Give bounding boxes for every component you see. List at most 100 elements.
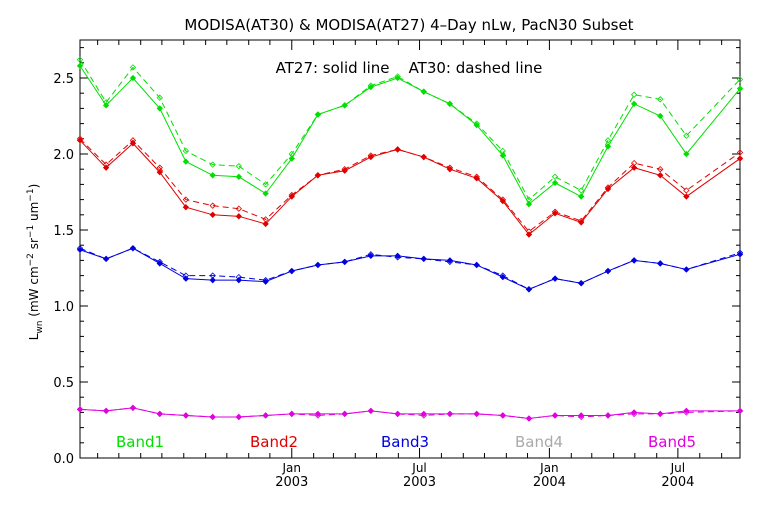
data-point-band1-dashed — [182, 147, 190, 155]
data-point-band2-solid — [235, 213, 242, 220]
data-point-band1-dashed — [262, 181, 269, 188]
data-point-band2-dashed — [262, 216, 269, 223]
data-point-band3-solid — [551, 275, 559, 282]
data-point-band2-solid — [156, 169, 163, 176]
data-point-band2-dashed — [156, 164, 163, 171]
data-point-band5-dashed — [736, 407, 744, 415]
ylabel-units-c: um — [27, 202, 41, 225]
data-point-band5-dashed — [235, 413, 242, 421]
data-point-band1-dashed — [499, 147, 506, 155]
data-point-band1-dashed — [525, 196, 533, 203]
data-point-band5-dashed — [683, 409, 690, 416]
chart-annotation: AT27: solid line AT30: dashed line — [276, 59, 543, 77]
data-point-band5-dashed — [102, 407, 110, 415]
legend-label-band3: Band3 — [381, 433, 429, 451]
series-line-band3-solid — [79, 247, 741, 290]
data-point-band2-solid — [262, 220, 269, 228]
data-point-band1-dashed — [394, 73, 401, 80]
x-tick-year: 2003 — [275, 475, 308, 490]
y-tick-label: 2.5 — [53, 72, 74, 87]
legend-label-band1: Band1 — [116, 433, 164, 451]
chart-title: MODISA(AT30) & MODISA(AT27) 4–Day nLw, P… — [184, 16, 633, 34]
data-point-band1-solid — [630, 100, 638, 108]
data-point-band2-dashed — [473, 173, 480, 180]
data-point-band3-dashed — [156, 258, 163, 266]
plot-area: 0.00.51.01.52.02.5Jan2003Jul2003Jan2004J… — [53, 39, 744, 490]
legend-label-band2: Band2 — [250, 433, 298, 451]
series-line-band2-dashed — [79, 138, 741, 233]
series-line-band2-solid — [79, 139, 741, 236]
data-point-band3-solid — [209, 276, 216, 284]
data-point-band3-dashed — [76, 245, 84, 252]
data-point-band5-dashed — [341, 410, 348, 418]
data-point-band1-dashed — [683, 132, 690, 139]
data-point-band3-dashed — [262, 276, 269, 284]
data-point-band1-solid — [420, 88, 427, 95]
data-point-band1-dashed — [420, 88, 427, 95]
data-point-band5-dashed — [288, 410, 295, 418]
data-point-band2-solid — [683, 193, 690, 200]
data-point-band1-dashed — [551, 173, 559, 180]
data-point-band5-dashed — [420, 412, 427, 419]
series-line-band1-dashed — [79, 59, 741, 201]
data-point-band1-dashed — [341, 102, 348, 109]
data-point-band5-dashed — [314, 412, 322, 419]
y-tick-label: 1.5 — [53, 224, 74, 239]
data-point-band2-dashed — [499, 196, 506, 203]
ylabel-sub: wn — [35, 321, 45, 334]
ylabel-sup-c: −1 — [26, 188, 36, 201]
data-point-band1-dashed — [209, 161, 216, 168]
data-point-band2-dashed — [525, 228, 533, 235]
data-point-band2-dashed — [394, 146, 401, 153]
data-point-band2-dashed — [209, 202, 216, 209]
data-point-band2-dashed — [182, 196, 190, 203]
data-point-band1-dashed — [76, 56, 84, 63]
ylabel-sup-b: −1 — [26, 225, 36, 238]
data-point-band1-solid — [551, 179, 559, 187]
data-point-band3-solid — [525, 286, 533, 293]
data-point-band1-solid — [182, 158, 190, 165]
data-point-band2-solid — [630, 164, 638, 171]
x-tick-year: 2004 — [661, 475, 694, 490]
series-line-band5-solid — [79, 407, 740, 419]
ylabel-units-a: (mW cm — [27, 266, 41, 320]
data-point-band2-dashed — [683, 187, 690, 194]
series-line-band1-solid — [79, 65, 741, 205]
data-point-band1-dashed — [446, 100, 454, 108]
data-point-band1-dashed — [657, 96, 664, 103]
data-point-band5-dashed — [525, 415, 533, 422]
data-point-band1-solid — [525, 200, 533, 208]
data-point-band5-solid — [314, 410, 322, 418]
data-point-band3-dashed — [420, 255, 427, 263]
data-point-band5-dashed — [262, 412, 269, 419]
data-point-band2-dashed — [736, 149, 744, 156]
legend-label-band4: Band4 — [515, 433, 563, 451]
data-point-band3-dashed — [630, 257, 638, 264]
data-point-band3-dashed — [551, 275, 559, 282]
data-point-band5-dashed — [657, 410, 664, 418]
data-point-band3-solid — [129, 245, 137, 252]
data-point-band1-solid — [129, 74, 137, 82]
ylabel-units-b: sr — [27, 238, 41, 253]
data-point-band1-solid — [76, 62, 84, 70]
data-point-band3-dashed — [129, 245, 137, 252]
data-point-band1-dashed — [604, 137, 612, 144]
data-point-band5-dashed — [76, 406, 84, 413]
data-point-band3-dashed — [102, 255, 110, 263]
data-point-band5-dashed — [473, 410, 480, 418]
data-point-band3-dashed — [473, 261, 480, 269]
data-point-band2-dashed — [630, 159, 638, 167]
data-point-band1-solid — [604, 143, 612, 150]
x-tick-year: 2004 — [533, 475, 566, 490]
data-point-band5-dashed — [604, 412, 612, 419]
data-point-band2-solid — [394, 146, 401, 153]
y-tick-label: 0.0 — [53, 452, 74, 467]
data-point-band2-dashed — [551, 208, 559, 215]
data-point-band3-dashed — [446, 258, 454, 266]
data-point-band1-dashed — [736, 76, 744, 83]
data-point-band5-dashed — [209, 413, 216, 421]
x-tick-month: Jan — [539, 461, 559, 475]
data-point-band3-dashed — [367, 251, 374, 258]
